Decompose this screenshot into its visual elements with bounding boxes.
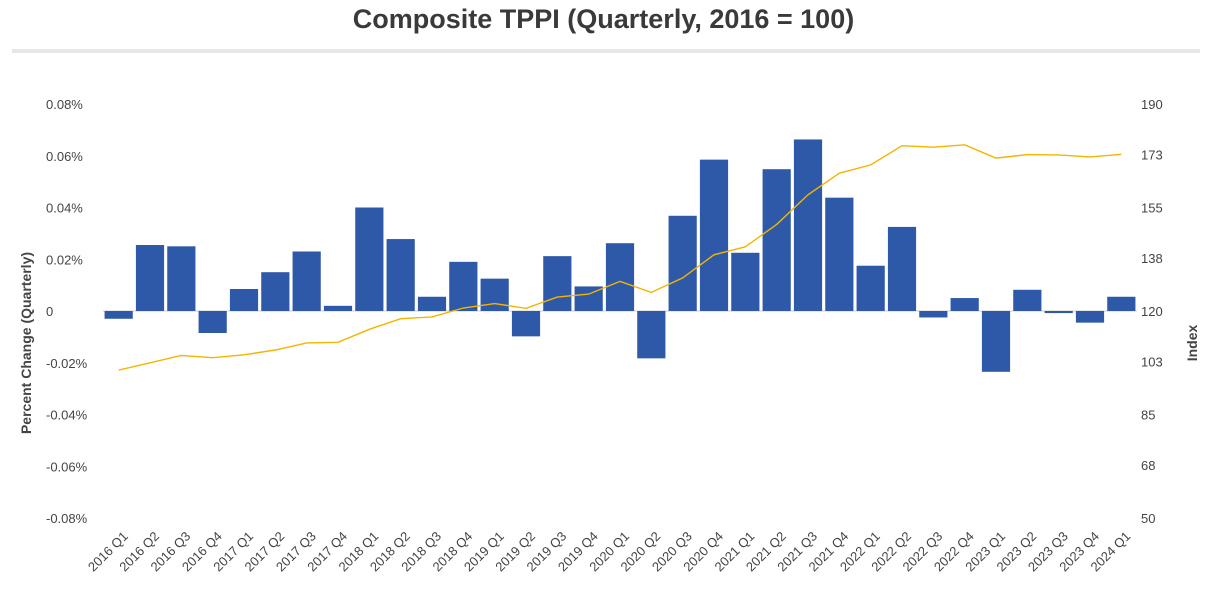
right-tick-label: 138 (1141, 251, 1163, 266)
bar (731, 252, 760, 311)
left-tick-label: 0 (46, 304, 53, 319)
bar (167, 246, 196, 311)
bar (1107, 296, 1136, 311)
left-tick-label: -0.04% (46, 408, 88, 423)
chart-title: Composite TPPI (Quarterly, 2016 = 100) (352, 4, 855, 34)
bar (825, 197, 854, 311)
bar (793, 139, 823, 311)
right-axis-title: Index (1184, 325, 1200, 362)
right-tick-label: 103 (1141, 354, 1163, 369)
bar (950, 298, 979, 311)
bar (135, 245, 165, 311)
bar (1075, 311, 1105, 323)
left-tick-label: -0.06% (46, 459, 88, 474)
right-tick-label: 173 (1141, 147, 1163, 162)
bar (386, 239, 415, 311)
left-tick-label: 0.02% (46, 252, 83, 267)
bar (198, 311, 227, 333)
right-tick-label: 50 (1141, 511, 1155, 526)
bar (919, 311, 948, 318)
bar (417, 296, 447, 311)
right-axis-ticks: 190 173 155 138 120 103 85 68 50 (1141, 97, 1163, 526)
bar (762, 169, 791, 311)
bar-series (104, 139, 1136, 372)
left-tick-label: -0.08% (46, 511, 88, 526)
left-tick-label: 0.06% (46, 149, 83, 164)
left-axis-ticks: 0.08% 0.06% 0.04% 0.02% 0 -0.02% -0.04% -0.06% -… (46, 97, 88, 526)
bar (887, 226, 917, 311)
bar (1013, 289, 1042, 311)
bar (229, 289, 259, 311)
bar (511, 311, 541, 337)
right-tick-label: 85 (1141, 408, 1155, 423)
bar (104, 311, 133, 319)
bar (323, 305, 353, 311)
bar (1044, 311, 1073, 314)
left-axis-title: Percent Change (Quarterly) (18, 252, 34, 434)
bar (449, 261, 478, 311)
bar (355, 207, 384, 311)
right-tick-label: 68 (1141, 458, 1155, 473)
bar (261, 272, 290, 311)
left-tick-label: -0.02% (46, 356, 88, 371)
left-tick-label: 0.08% (46, 97, 83, 112)
bar (981, 311, 1011, 372)
bar (543, 256, 572, 311)
bar (668, 215, 697, 311)
right-tick-label: 120 (1141, 304, 1163, 319)
bar (605, 243, 635, 311)
left-tick-label: 0.04% (46, 201, 83, 216)
bar (699, 159, 729, 311)
bar (292, 251, 321, 311)
bar (856, 265, 885, 311)
title-divider (12, 49, 1200, 53)
right-tick-label: 190 (1141, 97, 1163, 112)
bar (637, 311, 666, 359)
right-tick-label: 155 (1141, 201, 1163, 216)
index-line (118, 144, 1122, 371)
bar (480, 278, 509, 311)
